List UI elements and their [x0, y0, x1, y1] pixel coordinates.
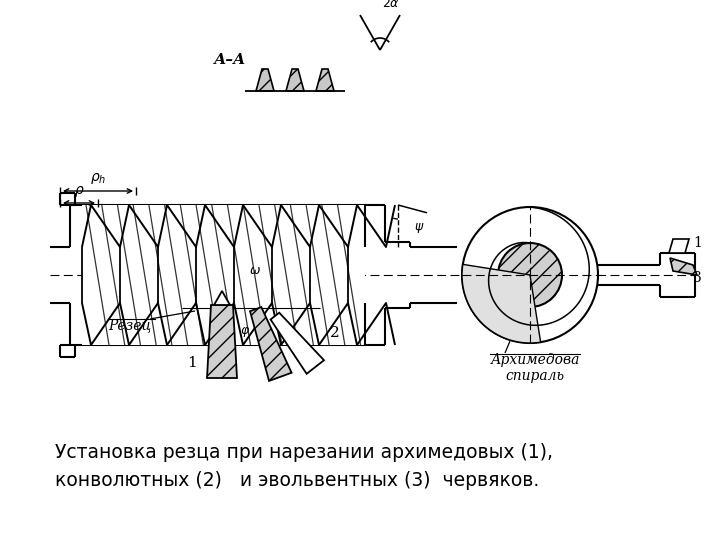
- Polygon shape: [82, 205, 365, 345]
- Polygon shape: [670, 258, 697, 275]
- Polygon shape: [250, 307, 292, 381]
- Text: $\psi$: $\psi$: [414, 221, 424, 235]
- Polygon shape: [286, 69, 304, 91]
- Text: 2: 2: [330, 326, 340, 340]
- Text: 1: 1: [693, 236, 702, 250]
- Circle shape: [462, 207, 598, 343]
- Circle shape: [498, 243, 562, 307]
- Text: $\rho$: $\rho$: [73, 184, 84, 199]
- Polygon shape: [462, 265, 541, 343]
- Polygon shape: [256, 69, 274, 91]
- Text: $\omega$: $\omega$: [249, 264, 261, 276]
- Polygon shape: [214, 291, 230, 305]
- Polygon shape: [271, 313, 324, 374]
- Text: Установка резца при нарезании архимедовых (1),: Установка резца при нарезании архимедовы…: [55, 442, 553, 462]
- Polygon shape: [669, 239, 689, 253]
- Text: 3: 3: [693, 271, 702, 285]
- Text: $\varphi$: $\varphi$: [240, 325, 250, 339]
- Text: Архимедова: Архимедова: [490, 353, 580, 367]
- Text: 1: 1: [187, 356, 197, 370]
- Polygon shape: [207, 305, 237, 378]
- Polygon shape: [316, 69, 334, 91]
- Text: Резец: Резец: [109, 318, 152, 332]
- Text: $2\alpha$: $2\alpha$: [382, 0, 400, 10]
- Text: спираль: спираль: [505, 369, 564, 383]
- Text: $\rho_h$: $\rho_h$: [90, 171, 106, 186]
- Text: конволютных (2)   и эвольвентных (3)  червяков.: конволютных (2) и эвольвентных (3) червя…: [55, 470, 539, 489]
- Text: А–А: А–А: [214, 53, 246, 67]
